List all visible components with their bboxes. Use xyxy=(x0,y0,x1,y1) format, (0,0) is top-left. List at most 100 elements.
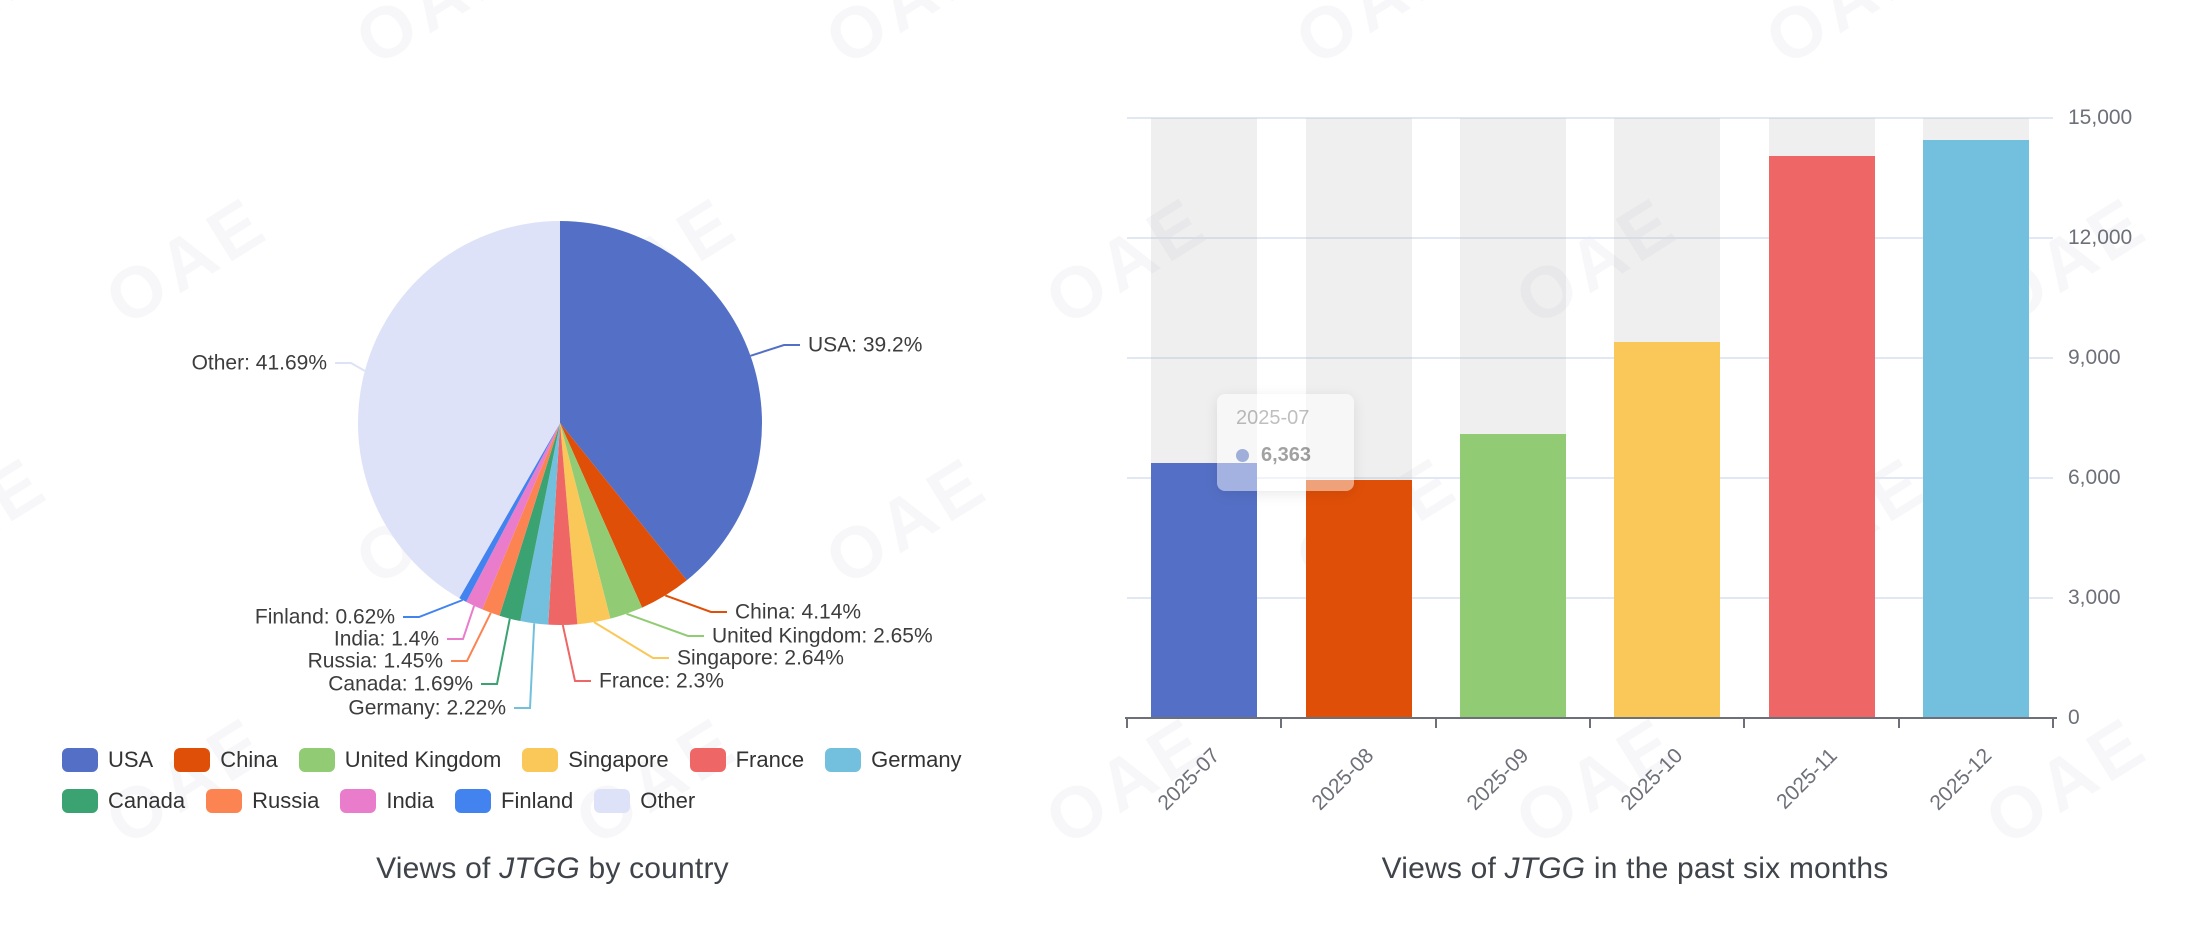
pie-slice-india[interactable] xyxy=(466,423,560,610)
pie-label-india: India: 1.4% xyxy=(334,628,439,651)
legend-swatch-china xyxy=(174,748,211,772)
legend-swatch-germany xyxy=(825,748,862,772)
bar-2025-09[interactable] xyxy=(1459,434,1566,718)
pie-label-line-germany xyxy=(514,623,536,709)
legend-item-russia[interactable]: Russia xyxy=(206,789,319,813)
pie-slice-finland[interactable] xyxy=(459,423,560,602)
bar-2025-11[interactable] xyxy=(1768,156,1875,718)
x-axis-tick xyxy=(2052,719,2054,728)
pie-label-line-france xyxy=(561,624,591,682)
gridline xyxy=(1127,237,2053,239)
pie-title-series-name: JTGG xyxy=(499,852,580,885)
pie-slice-usa[interactable] xyxy=(560,221,762,581)
bar-title-series-name: JTGG xyxy=(1504,852,1586,885)
pie-label-line-china xyxy=(664,594,727,613)
x-axis-tick xyxy=(1897,719,1900,728)
legend-item-canada[interactable]: Canada xyxy=(62,789,185,813)
x-axis-label-2025-09: 2025-09 xyxy=(1462,744,1534,815)
legend-swatch-finland xyxy=(455,789,492,813)
x-axis-line xyxy=(1125,717,2057,719)
legend-item-usa[interactable]: USA xyxy=(62,748,153,772)
legend-label: Other xyxy=(640,788,696,813)
pie-slice-russia[interactable] xyxy=(482,423,560,616)
gridline xyxy=(1127,597,2053,599)
legend-label: United Kingdom xyxy=(344,747,502,772)
legend-label: Russia xyxy=(252,788,320,813)
legend-label: Canada xyxy=(108,788,186,813)
legend-label: India xyxy=(386,788,435,813)
pie-label-line-canada xyxy=(481,618,511,685)
pie-slice-france[interactable] xyxy=(548,423,578,626)
bar-2025-07[interactable] xyxy=(1151,463,1258,718)
bar-2025-12[interactable] xyxy=(1922,140,2029,718)
legend-label: China xyxy=(220,747,278,772)
pie-slice-united-kingdom[interactable] xyxy=(560,423,643,619)
legend-label: Singapore xyxy=(568,747,669,772)
x-axis-label-2025-12: 2025-12 xyxy=(1925,744,1997,815)
legend-label: Germany xyxy=(871,747,962,772)
gridline xyxy=(1127,117,2053,119)
pie-legend: USA China United Kingdom Singapore France Ger… xyxy=(62,748,1077,813)
y-axis-label-15000: 15,000 xyxy=(2068,106,2133,129)
legend-swatch-russia xyxy=(206,789,243,813)
x-axis-label-2025-07: 2025-07 xyxy=(1153,744,1225,815)
x-axis-tick xyxy=(1589,719,1591,728)
legend-label: France xyxy=(735,747,805,772)
legend-swatch-singapore xyxy=(522,748,559,772)
pie-label-line-india xyxy=(447,605,476,640)
bar-chart-title: Views of JTGG in the past six months xyxy=(1105,852,2165,886)
legend-item-united-kingdom[interactable]: United Kingdom xyxy=(298,747,502,772)
x-axis-tick xyxy=(1434,719,1437,728)
pie-slice-singapore[interactable] xyxy=(560,423,611,625)
tooltip-value: 6,363 xyxy=(1261,444,1312,466)
legend-swatch-canada xyxy=(62,789,98,813)
legend-item-singapore[interactable]: Singapore xyxy=(522,747,669,772)
pie-slice-other[interactable] xyxy=(357,221,560,599)
pie-label-line-united-kingdom xyxy=(626,612,704,637)
bar-title-suffix: in the past six months xyxy=(1585,852,1889,885)
pie-label-line-usa xyxy=(750,344,800,357)
legend-item-finland[interactable]: Finland xyxy=(455,789,573,813)
x-axis-tick xyxy=(1743,719,1746,728)
bar-2025-10[interactable] xyxy=(1614,342,1721,718)
x-axis-label-2025-10: 2025-10 xyxy=(1616,744,1688,815)
pie-label-line-other xyxy=(335,362,366,372)
pie-label-china: China: 4.14% xyxy=(735,601,861,624)
y-axis-label-0: 0 xyxy=(2068,706,2080,729)
legend-item-germany[interactable]: Germany xyxy=(825,747,962,772)
legend-swatch-india xyxy=(340,789,377,813)
pie-label-usa: USA: 39.2% xyxy=(808,334,922,357)
pie-label-france: France: 2.3% xyxy=(599,670,724,693)
x-axis-label-2025-08: 2025-08 xyxy=(1307,744,1379,815)
pie-label-germany: Germany: 2.22% xyxy=(348,697,506,720)
y-axis-label-3000: 3,000 xyxy=(2068,586,2121,609)
pie-label-line-finland xyxy=(403,599,464,618)
legend-item-india[interactable]: India xyxy=(340,789,434,813)
pie-label-united-kingdom: United Kingdom: 2.65% xyxy=(712,625,933,648)
legend-item-china[interactable]: China xyxy=(174,747,278,772)
pie-chart-title: Views of JTGG by country xyxy=(0,852,1105,886)
y-axis-label-12000: 12,000 xyxy=(2068,226,2133,249)
gridline xyxy=(1127,357,2053,359)
x-axis-tick xyxy=(1126,719,1128,728)
pie-slice-china[interactable] xyxy=(560,423,687,608)
pie-label-singapore: Singapore: 2.64% xyxy=(677,647,844,670)
legend-swatch-united-kingdom xyxy=(298,748,335,772)
pie-title-prefix: Views of xyxy=(376,852,500,885)
x-axis-tick xyxy=(1280,719,1283,728)
pie-label-canada: Canada: 1.69% xyxy=(328,673,473,696)
pie-slice-germany[interactable] xyxy=(520,423,560,625)
legend-swatch-other xyxy=(594,789,631,813)
legend-swatch-france xyxy=(689,748,726,772)
pie-title-suffix: by country xyxy=(579,852,729,885)
legend-label: Finland xyxy=(501,788,574,813)
bar-2025-08[interactable] xyxy=(1305,480,1412,718)
legend-item-france[interactable]: France xyxy=(689,747,805,772)
tooltip: 2025-07 6,363 xyxy=(1217,394,1354,491)
pie-slice-canada[interactable] xyxy=(499,423,560,622)
tooltip-category: 2025-07 xyxy=(1236,407,1310,429)
y-axis-label-6000: 6,000 xyxy=(2068,466,2121,489)
legend-item-other[interactable]: Other xyxy=(594,789,695,813)
